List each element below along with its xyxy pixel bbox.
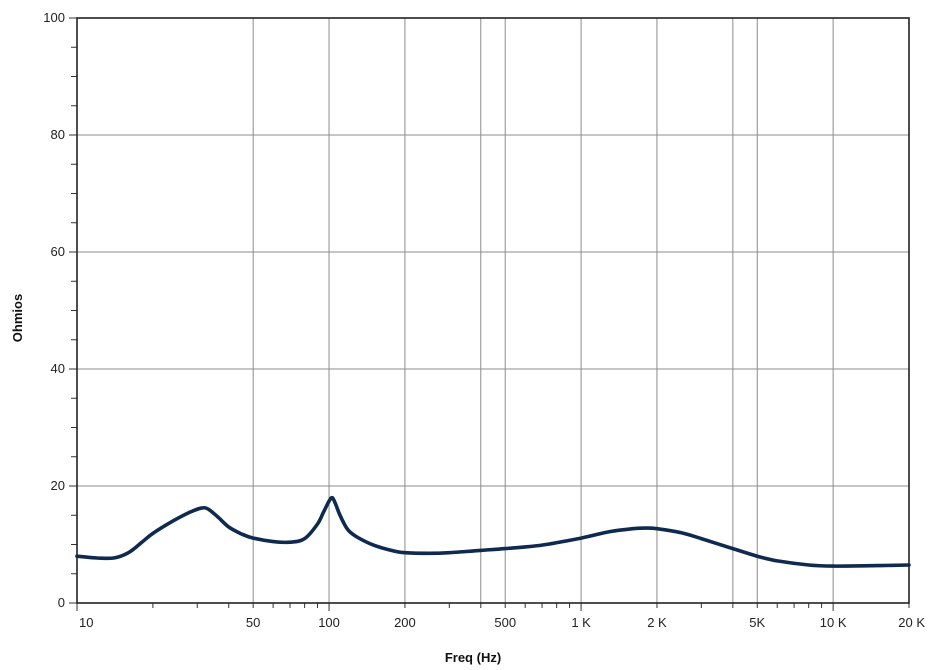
plot-area bbox=[77, 18, 909, 603]
x-axis-title: Freq (Hz) bbox=[445, 650, 501, 665]
x-tick-label: 10 K bbox=[820, 615, 847, 630]
x-tick-label: 20 K bbox=[898, 615, 925, 630]
series-layer bbox=[75, 495, 911, 568]
plot-frame bbox=[76, 17, 910, 604]
x-tick-label: 100 bbox=[318, 615, 340, 630]
x-tick-label: 200 bbox=[394, 615, 416, 630]
minor-ticks bbox=[69, 17, 910, 611]
x-tick-label: 2 K bbox=[647, 615, 667, 630]
x-tick-label: 5K bbox=[749, 615, 765, 630]
y-tick-label: 0 bbox=[58, 595, 65, 610]
x-tick-label: 500 bbox=[494, 615, 516, 630]
y-tick-labels: 0 20 40 60 80 100 bbox=[43, 10, 65, 610]
y-tick-label: 60 bbox=[51, 244, 65, 259]
x-tick-labels: 10 50 100 200 500 1 K 2 K 5K 10 K 20 K bbox=[79, 615, 925, 630]
y-tick-label: 20 bbox=[51, 478, 65, 493]
impedance-curve bbox=[75, 495, 911, 568]
x-tick-label: 1 K bbox=[571, 615, 591, 630]
grid-lines bbox=[77, 18, 909, 603]
x-tick-label: 10 bbox=[79, 615, 93, 630]
x-tick-label: 50 bbox=[246, 615, 260, 630]
y-axis-title: Ohmios bbox=[10, 294, 25, 342]
y-tick-label: 80 bbox=[51, 127, 65, 142]
y-tick-label: 40 bbox=[51, 361, 65, 376]
y-tick-label: 100 bbox=[43, 10, 65, 25]
